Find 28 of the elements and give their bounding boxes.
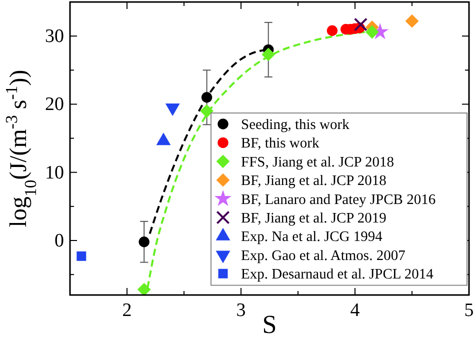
y-tick-label: 10 xyxy=(45,162,64,184)
point xyxy=(76,251,86,261)
legend-label: Exp. Gao et al. Atmos. 2007 xyxy=(241,248,406,264)
x-tick-label: 2 xyxy=(122,300,132,321)
point xyxy=(365,25,379,39)
point xyxy=(405,14,419,28)
x-axis-title: S xyxy=(262,310,277,338)
y-tick-label: 0 xyxy=(54,230,64,252)
y-tick-label: 30 xyxy=(45,26,64,48)
legend-label: Exp. Desarnaud et al. JPCL 2014 xyxy=(241,266,434,283)
legend-label: Exp. Na et al. JCG 1994 xyxy=(241,229,384,246)
point xyxy=(201,92,212,103)
legend-label: BF, this work xyxy=(241,136,320,152)
x-tick-label: 3 xyxy=(236,300,246,321)
point xyxy=(262,48,276,62)
legend-label: BF, Jiang et al. JCP 2018 xyxy=(241,173,386,190)
legend-label: BF, Lanaro and Patey JPCB 2016 xyxy=(241,192,436,208)
x-tick-label: 4 xyxy=(350,300,360,321)
point xyxy=(200,104,214,118)
y-tick-label: 20 xyxy=(45,94,64,116)
legend-label: Seeding, this work xyxy=(241,117,350,133)
legend-label: FFS, Jiang et al. JCP 2018 xyxy=(241,154,394,170)
legend-label: BF, Jiang et al. JCP 2019 xyxy=(241,210,386,226)
point xyxy=(354,18,368,32)
point xyxy=(137,282,151,296)
point xyxy=(138,236,150,248)
x-tick-label: 5 xyxy=(464,300,474,321)
point xyxy=(326,25,338,36)
